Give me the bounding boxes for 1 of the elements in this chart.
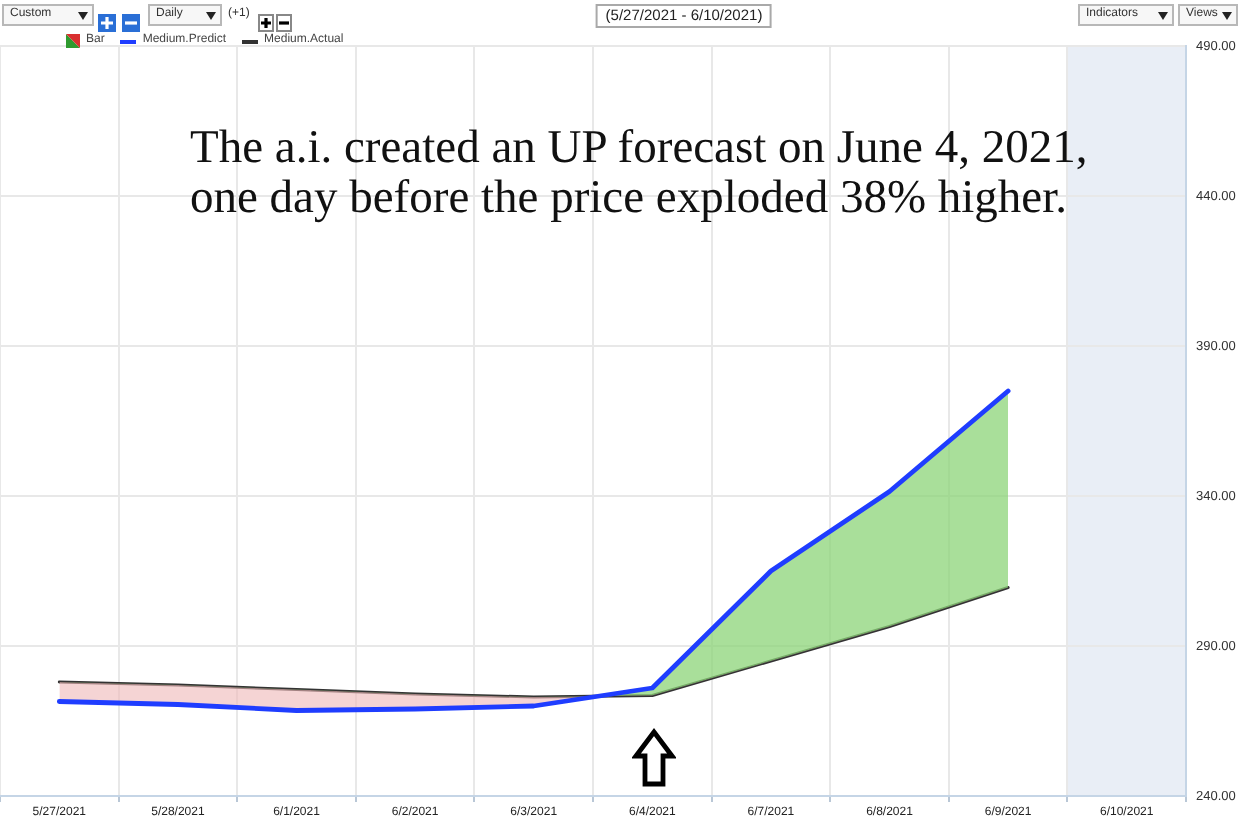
annotation: The a.i. created an UP forecast on June 4, 2021, one day before the price exploded 38% higher. (190, 122, 1090, 224)
